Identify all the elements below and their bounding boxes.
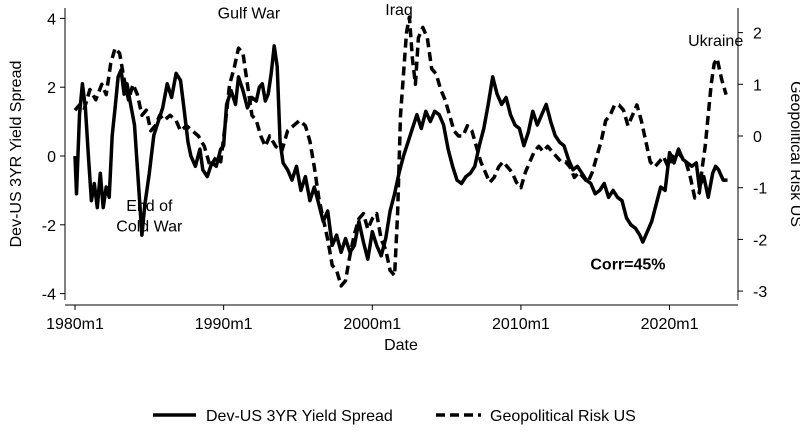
legend: Dev-US 3YR Yield Spread Geopolitical Ris… — [153, 408, 636, 425]
x-tick-label: 2010m1 — [492, 316, 550, 333]
y-axis-right-label: Geopolitical Risk US — [787, 81, 800, 227]
y-right-tick-label: 0 — [753, 129, 762, 146]
annotation: Cold War — [116, 219, 183, 236]
series-line-geopolitical-risk — [73, 15, 728, 288]
y-left-tick-label: 4 — [47, 11, 56, 28]
annotation: Ukraine — [688, 33, 743, 50]
annotation: Gulf War — [218, 5, 281, 22]
x-tick-label: 1980m1 — [46, 316, 104, 333]
annotation: Corr=45% — [590, 257, 665, 274]
x-tick-label: 2000m1 — [343, 316, 401, 333]
y-right-tick-label: -3 — [753, 284, 767, 301]
y-right-tick-label: 1 — [753, 77, 762, 94]
legend-label-gpr: Geopolitical Risk US — [490, 408, 636, 425]
x-tick-label: 1990m1 — [195, 316, 253, 333]
annotation: Iraq — [385, 2, 413, 19]
y-right-tick-label: 2 — [753, 26, 762, 43]
x-axis-label: Date — [384, 337, 418, 354]
series-line-yield-spread — [73, 44, 728, 261]
x-tick-label: 2020m1 — [641, 316, 699, 333]
y-left-tick-label: 2 — [47, 80, 56, 97]
y-left-tick-label: 0 — [47, 149, 56, 166]
y-right-tick-label: -1 — [753, 181, 767, 198]
y-left-tick-label: -4 — [42, 287, 56, 304]
y-axis-left-label: Dev-US 3YR Yield Spread — [8, 61, 25, 248]
y-left-tick-label: -2 — [42, 218, 56, 235]
series-lines — [73, 15, 728, 288]
axes — [64, 8, 739, 306]
ticks: -4 -2 0 2 4 -3 -2 -1 0 1 2 1980m1 1990m1 2000m1 2010m1… — [42, 11, 768, 333]
legend-label-spread: Dev-US 3YR Yield Spread — [206, 408, 393, 425]
annotation: End of — [126, 198, 173, 215]
y-right-tick-label: -2 — [753, 232, 767, 249]
annotations: Gulf War Iraq Ukraine End of Cold War Corr=45… — [116, 2, 743, 274]
